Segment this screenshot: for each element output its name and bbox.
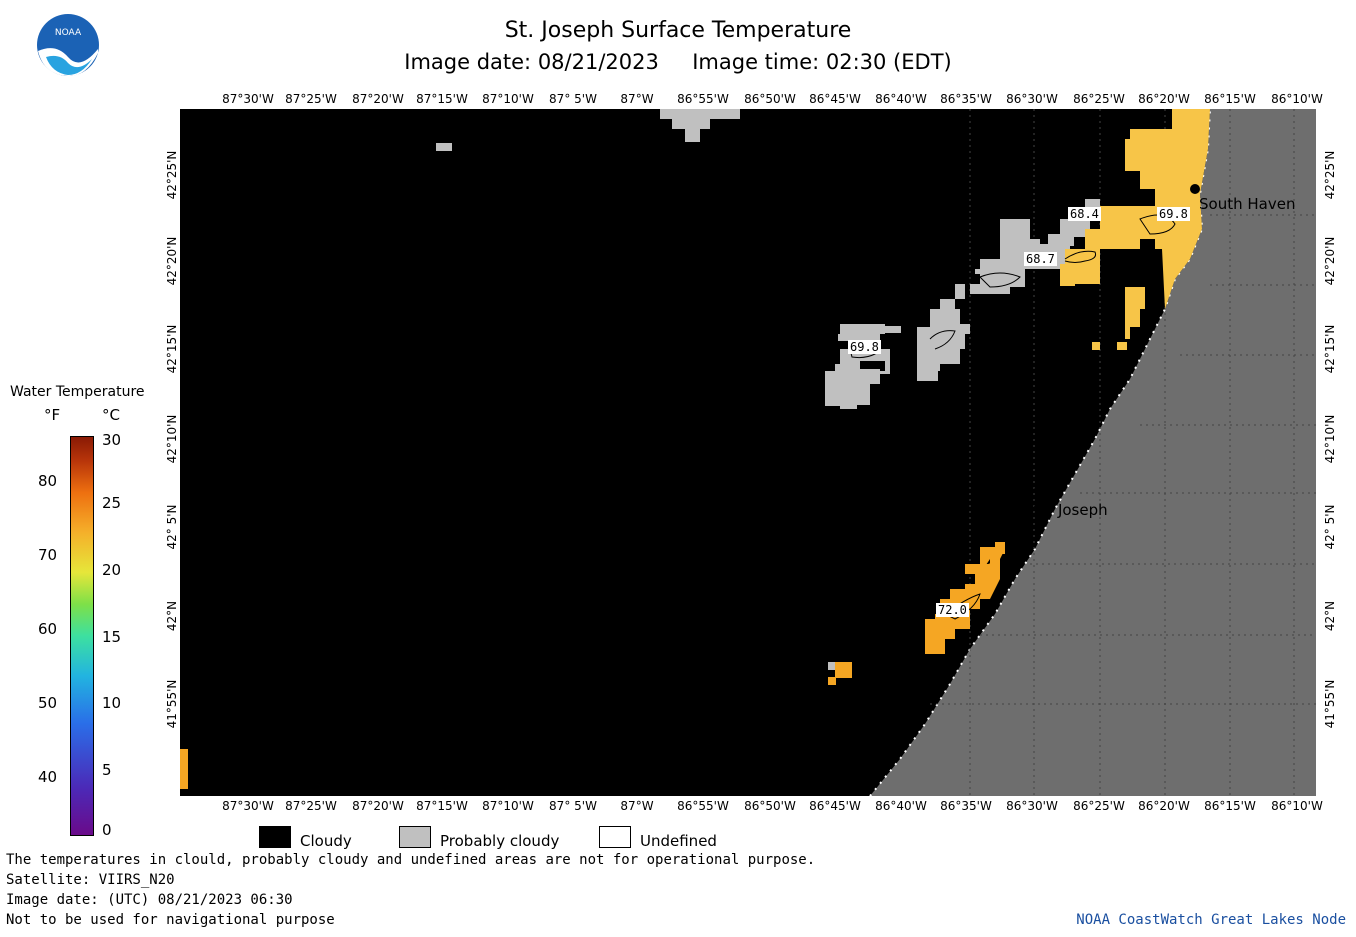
land-area (870, 109, 1316, 796)
colorbar-tick-c: 20 (102, 561, 122, 579)
temp-label: 69.8 (1157, 207, 1190, 221)
lon-label: 86°50'W (744, 799, 796, 813)
colorbar (70, 436, 94, 836)
colorbar-tick-c: 15 (102, 628, 122, 646)
lon-label: 87° 5'W (549, 799, 597, 813)
temp-label: 68.4 (1068, 207, 1101, 221)
temp-label: 69.8 (848, 340, 881, 354)
lon-label: 86°40'W (875, 799, 927, 813)
footer-satellite: Satellite: VIIRS_N20 (6, 872, 175, 888)
colorbar-tick-c: 0 (102, 821, 112, 839)
colorbar-tick-f: 60 (38, 620, 58, 638)
lon-label: 87°25'W (285, 92, 337, 106)
lat-label: 42° 5'N (1323, 504, 1337, 550)
footer-utc-date: Image date: (UTC) 08/21/2023 06:30 (6, 892, 293, 908)
colorbar-tick-f: 40 (38, 768, 58, 786)
lon-label: 87°W (620, 92, 654, 106)
footer-nav: Not to be used for navigational purpose (6, 912, 335, 928)
lat-label: 42°N (1323, 600, 1337, 632)
footer-credit: NOAA CoastWatch Great Lakes Node (1076, 912, 1346, 928)
lon-label: 87°W (620, 799, 654, 813)
legend-probably-cloudy-swatch (399, 826, 431, 848)
page-subtitle: Image date: 08/21/2023 Image time: 02:30… (404, 50, 952, 74)
legend-undefined-swatch (599, 826, 631, 848)
lon-label: 86°30'W (1006, 92, 1058, 106)
lat-label: 42°N (165, 600, 179, 632)
legend-undefined-label: Undefined (640, 832, 717, 850)
lon-label: 86°35'W (940, 92, 992, 106)
temp-label: 68.7 (1024, 252, 1057, 266)
lon-label: 86°10'W (1271, 92, 1323, 106)
lon-label: 87°30'W (222, 92, 274, 106)
lat-label: 42°20'N (1323, 236, 1337, 286)
colorbar-tick-f: 50 (38, 694, 58, 712)
lon-label: 87°20'W (352, 92, 404, 106)
lat-label: 42°15'N (1323, 324, 1337, 374)
lon-label: 87°10'W (482, 92, 534, 106)
lon-label: 87° 5'W (549, 92, 597, 106)
colorbar-tick-c: 30 (102, 431, 122, 449)
lon-label: 86°20'W (1138, 92, 1190, 106)
lon-label: 86°15'W (1204, 92, 1256, 106)
lon-label: 86°30'W (1006, 799, 1058, 813)
legend-cloudy-swatch (259, 826, 291, 848)
place-label-south-haven: South Haven (1199, 195, 1296, 213)
lon-label: 86°25'W (1073, 799, 1125, 813)
colorbar-tick-c: 25 (102, 494, 122, 512)
lon-label: 86°55'W (677, 799, 729, 813)
colorbar-tick-f: 80 (38, 472, 58, 490)
logo-text: NOAA (55, 28, 82, 38)
page-title: St. Joseph Surface Temperature (504, 18, 852, 43)
lon-label: 86°45'W (809, 799, 861, 813)
map (180, 109, 1316, 796)
lon-label: 86°15'W (1204, 799, 1256, 813)
lon-label: 87°20'W (352, 799, 404, 813)
footer-note: The temperatures in clould, probably clo… (6, 852, 816, 868)
lon-label: 86°55'W (677, 92, 729, 106)
lon-label: 87°15'W (416, 799, 468, 813)
legend-probably-cloudy-label: Probably cloudy (440, 832, 560, 850)
lon-label: 86°25'W (1073, 92, 1125, 106)
lat-label: 42°15'N (165, 324, 179, 374)
lat-label: 42°25'N (165, 150, 179, 200)
colorbar-tick-c: 5 (102, 761, 112, 779)
lat-label: 42° 5'N (165, 504, 179, 550)
lon-label: 86°10'W (1271, 799, 1323, 813)
lon-label: 87°30'W (222, 799, 274, 813)
colorbar-unit-f: °F (44, 406, 61, 424)
colorbar-tick-c: 10 (102, 694, 122, 712)
lat-label: 41°55'N (1323, 679, 1337, 729)
place-label-st-joseph: St. Joseph (1033, 501, 1108, 519)
lat-label: 42°10'N (1323, 414, 1337, 464)
lon-label: 87°25'W (285, 799, 337, 813)
colorbar-unit-c: °C (102, 406, 120, 424)
lat-label: 42°10'N (165, 414, 179, 464)
lon-label: 87°15'W (416, 92, 468, 106)
lat-label: 42°25'N (1323, 150, 1337, 200)
lon-label: 86°45'W (809, 92, 861, 106)
colorbar-title: Water Temperature (10, 384, 145, 400)
temp-label: 72.0 (936, 603, 969, 617)
lat-label: 41°55'N (165, 679, 179, 729)
lon-label: 86°40'W (875, 92, 927, 106)
lon-label: 87°10'W (482, 799, 534, 813)
lon-label: 86°35'W (940, 799, 992, 813)
lon-label: 86°20'W (1138, 799, 1190, 813)
lat-label: 42°20'N (165, 236, 179, 286)
noaa-logo: NOAA (37, 14, 99, 77)
legend-cloudy-label: Cloudy (300, 832, 352, 850)
lon-label: 86°50'W (744, 92, 796, 106)
colorbar-tick-f: 70 (38, 546, 58, 564)
